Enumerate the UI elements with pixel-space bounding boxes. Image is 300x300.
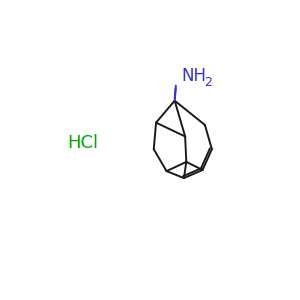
Text: 2: 2 <box>204 76 212 89</box>
Text: HCl: HCl <box>68 134 99 152</box>
Text: NH: NH <box>182 67 207 85</box>
